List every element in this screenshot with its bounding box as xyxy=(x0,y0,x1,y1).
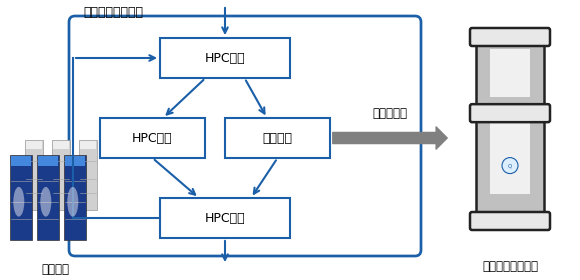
FancyBboxPatch shape xyxy=(160,38,290,78)
Text: オフロード: オフロード xyxy=(372,107,408,120)
Bar xyxy=(10,155,32,240)
Bar xyxy=(65,156,85,166)
Bar xyxy=(476,44,544,113)
Ellipse shape xyxy=(40,187,51,217)
Bar xyxy=(79,140,97,210)
Bar xyxy=(476,113,544,214)
Bar xyxy=(25,140,43,210)
Bar xyxy=(52,140,70,210)
Bar xyxy=(38,156,58,166)
Text: HPC計算: HPC計算 xyxy=(205,52,245,64)
Circle shape xyxy=(502,158,518,174)
Ellipse shape xyxy=(67,187,78,217)
Bar xyxy=(37,155,59,240)
Ellipse shape xyxy=(13,187,24,217)
FancyBboxPatch shape xyxy=(160,198,290,238)
Bar xyxy=(11,156,31,166)
Bar xyxy=(490,49,530,97)
Bar xyxy=(26,141,42,150)
FancyBboxPatch shape xyxy=(100,118,205,158)
FancyBboxPatch shape xyxy=(470,104,550,122)
Text: Q: Q xyxy=(508,163,512,168)
Text: HPC計算: HPC計算 xyxy=(132,132,173,144)
Bar xyxy=(80,141,96,150)
Text: スパコン: スパコン xyxy=(41,263,69,276)
Text: 量子計算: 量子計算 xyxy=(263,132,292,144)
Bar xyxy=(490,108,530,118)
FancyBboxPatch shape xyxy=(225,118,330,158)
Text: HPC計算: HPC計算 xyxy=(205,211,245,225)
FancyBboxPatch shape xyxy=(470,28,550,46)
Text: アプリケーション: アプリケーション xyxy=(83,6,143,19)
Text: 量子コンピュータ: 量子コンピュータ xyxy=(482,260,538,273)
Bar xyxy=(64,155,86,240)
Bar xyxy=(490,123,530,194)
Bar xyxy=(53,141,69,150)
FancyBboxPatch shape xyxy=(470,212,550,230)
